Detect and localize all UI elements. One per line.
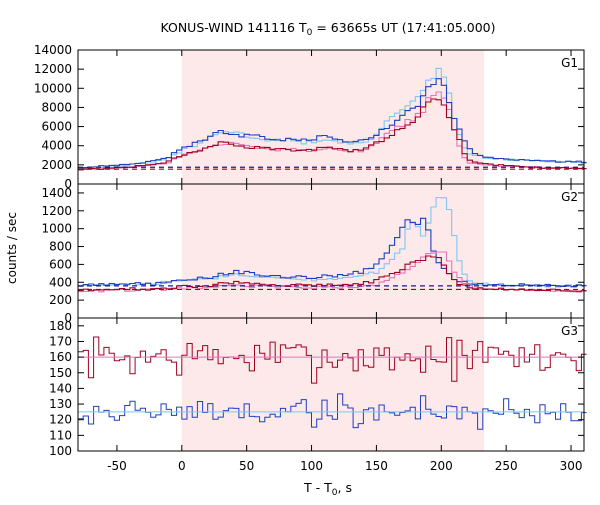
y-tick-label: 100 [49,444,72,458]
y-tick-label: 6000 [41,120,72,134]
x-tick-label: -50 [107,459,127,473]
x-tick-label: 150 [365,459,388,473]
y-tick-label: 1400 [41,186,72,200]
x-tick-label: 300 [560,459,583,473]
series-line-blue [78,78,587,169]
y-tick-label: 10000 [34,81,72,95]
shaded-interval [181,50,485,451]
x-axis-label-sub: 0 [332,488,338,498]
y-tick-label: 1000 [41,222,72,236]
y-tick-label: 150 [49,366,72,380]
y-axis-label: counts / sec [5,212,19,284]
panel-label: G3 [561,324,578,338]
y-tick-label: 1200 [41,204,72,218]
y-tick-label: 0 [64,311,72,325]
y-tick-label: 120 [49,413,72,427]
x-tick-label: 100 [300,459,323,473]
series-line-dark-red [78,255,587,292]
y-tick-label: 160 [49,350,72,364]
plot-layer: 02000400060008000100001200014000G1020040… [34,43,587,473]
series-line-dark-red [78,336,587,384]
panel-g1: 0 2000 4000 6000 8000 10000 12000 14000 G1 [34,43,587,191]
y-tick-label: 170 [49,334,72,348]
y-tick-label: 140 [49,381,72,395]
panel-label: G1 [561,56,578,70]
y-tick-label: 600 [49,257,72,271]
panel-frame [77,317,585,452]
x-axis-label: T - T0, s [303,480,352,498]
y-tick-label: 200 [49,293,72,307]
y-tick-label: 110 [49,428,72,442]
y-tick-label: 0 [64,177,72,191]
series-line-dark-red [78,98,587,171]
x-tick-label: 50 [239,459,254,473]
chart-title-sub: 0 [307,28,313,38]
x-tick-label: 200 [430,459,453,473]
x-tick-label: 0 [178,459,186,473]
panel-label: G2 [561,190,578,204]
series-line-blue [78,217,587,288]
y-tick-label: 180 [49,319,72,333]
x-axis-label-tail: , s [338,480,352,495]
x-tick-label: 250 [495,459,518,473]
y-tick-label: 4000 [41,139,72,153]
y-tick-label: 12000 [34,62,72,76]
y-tick-label: 130 [49,397,72,411]
chart-title: KONUS-WIND 141116 T0 = 63665s UT (17:41:… [160,20,495,38]
y-tick-label: 400 [49,275,72,289]
y-tick-label: 14000 [34,43,72,57]
chart-title-tail: = 63665s UT (17:41:05.000) [312,20,495,35]
series-line-blue [78,393,587,430]
y-tick-label: 800 [49,240,72,254]
y-tick-label: 8000 [41,100,72,114]
y-tick-label: 2000 [41,158,72,172]
